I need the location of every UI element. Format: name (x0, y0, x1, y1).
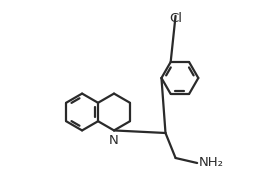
Text: NH₂: NH₂ (199, 156, 224, 170)
Text: Cl: Cl (169, 12, 182, 25)
Text: N: N (109, 134, 119, 147)
